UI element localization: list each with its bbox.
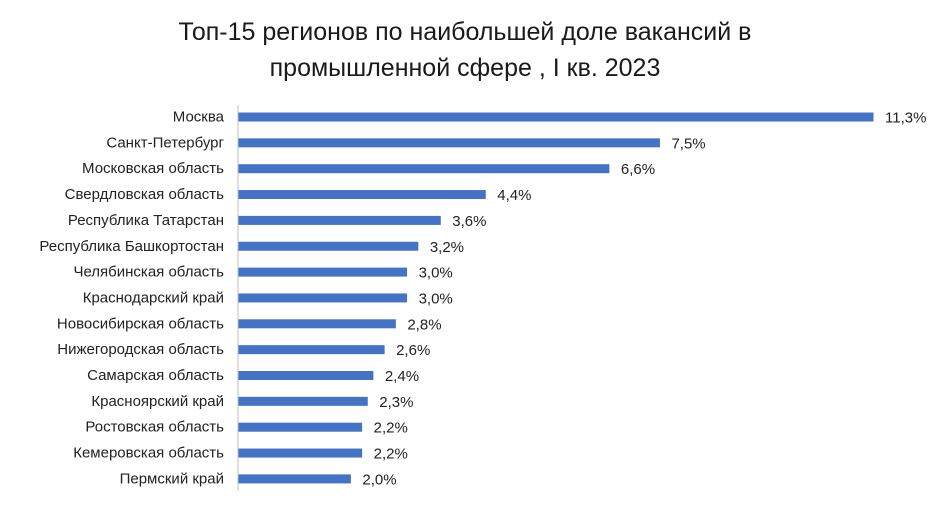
category-label: Республика Башкортостан — [39, 238, 224, 255]
category-label: Краснодарский край — [83, 289, 224, 306]
data-label: 6,6% — [621, 161, 655, 178]
data-label: 3,0% — [419, 290, 453, 307]
bar — [238, 164, 610, 174]
data-label: 3,6% — [452, 213, 486, 230]
chart-title-line-1: Топ-15 регионов по наибольшей доле вакан… — [178, 18, 752, 46]
data-label: 2,6% — [396, 342, 430, 359]
category-label: Кемеровская область — [73, 445, 224, 462]
bar — [238, 267, 408, 277]
data-label: 2,4% — [385, 368, 419, 385]
bar — [238, 319, 396, 329]
data-label: 4,4% — [497, 187, 531, 204]
category-label: Ростовская область — [85, 419, 224, 436]
data-label: 2,2% — [374, 420, 408, 437]
category-label: Санкт-Петербург — [106, 134, 224, 151]
data-label: 2,2% — [374, 446, 408, 463]
data-label: 2,0% — [362, 471, 396, 488]
bar — [238, 138, 660, 148]
bar — [238, 345, 385, 355]
bar — [238, 474, 351, 484]
category-label: Москва — [173, 109, 225, 126]
bar — [238, 112, 874, 122]
category-label: Московская область — [82, 160, 224, 177]
category-label: Республика Татарстан — [68, 212, 224, 229]
category-label: Пермский край — [120, 470, 224, 487]
bar — [238, 215, 441, 225]
category-label: Свердловская область — [65, 186, 225, 203]
data-label: 11,3% — [885, 110, 926, 127]
bar — [238, 293, 408, 303]
data-label: 7,5% — [671, 135, 705, 152]
data-label: 3,0% — [419, 265, 453, 282]
data-label: 3,2% — [430, 239, 464, 256]
chart-title-line-2: промышленной сфере , I кв. 2023 — [269, 54, 661, 82]
bar — [238, 422, 363, 432]
category-label: Новосибирская область — [57, 315, 224, 332]
bar — [238, 448, 363, 458]
category-label: Нижегородская область — [57, 341, 224, 358]
category-label: Челябинская область — [73, 264, 224, 281]
bar — [238, 241, 419, 251]
category-label: Красноярский край — [91, 393, 224, 410]
category-label: Самарская область — [87, 367, 224, 384]
chart-title: Топ-15 регионов по наибольшей доле вакан… — [0, 14, 930, 86]
bar — [238, 371, 374, 380]
data-label: 2,3% — [379, 394, 413, 411]
data-label: 2,8% — [407, 316, 441, 333]
bar — [238, 396, 368, 406]
bar — [238, 190, 486, 200]
